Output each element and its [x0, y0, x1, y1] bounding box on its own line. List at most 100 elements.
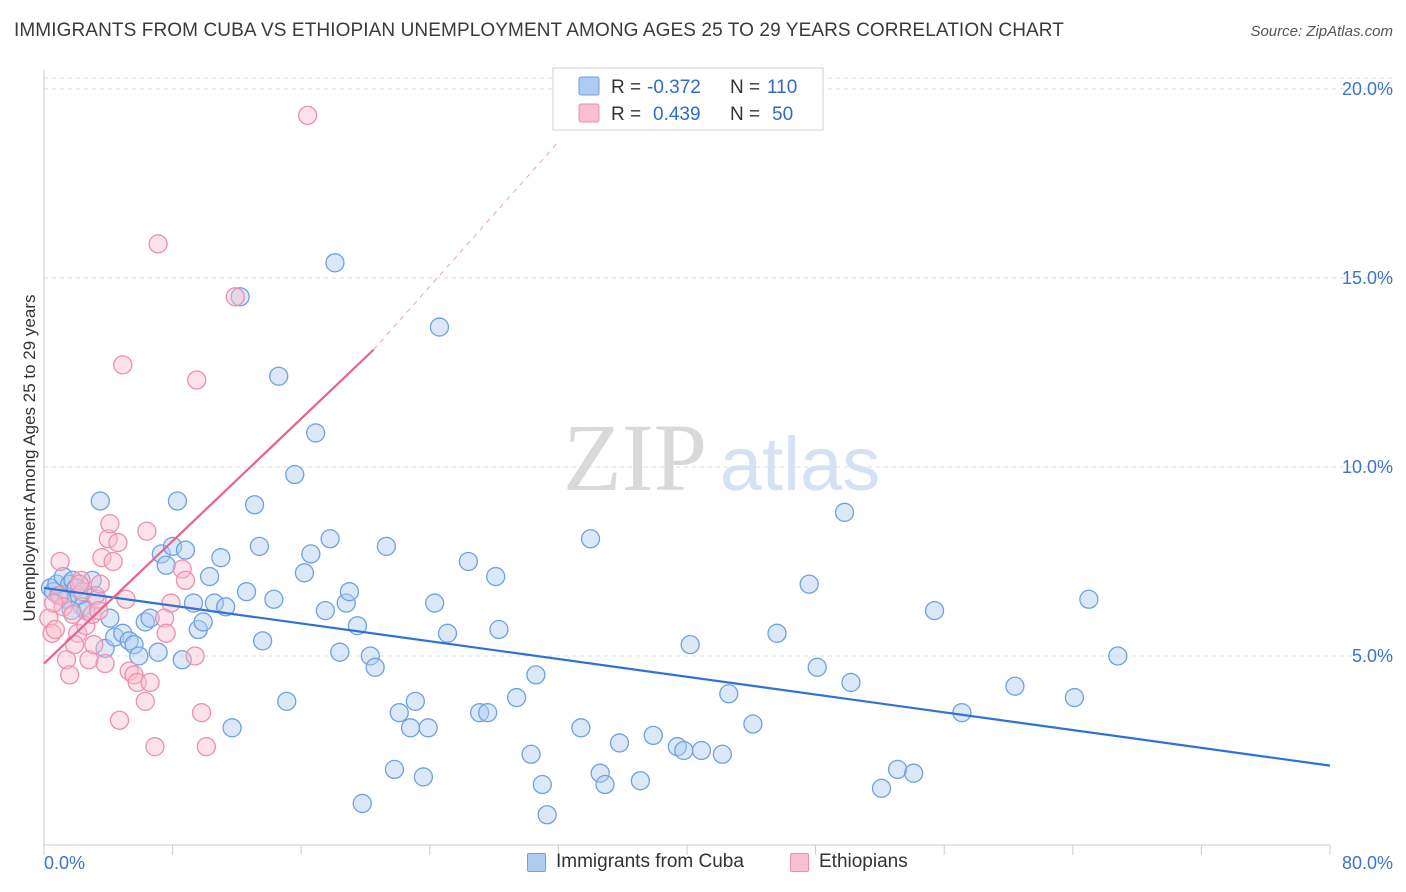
ethiopian-point	[68, 623, 88, 643]
cuba-point	[90, 491, 110, 511]
ethiopian-point	[148, 234, 168, 254]
cuba-point	[376, 536, 397, 556]
cuba-point	[306, 423, 326, 443]
cuba-point	[124, 634, 144, 655]
cuba-point	[719, 684, 739, 704]
cuba-point	[389, 703, 409, 723]
ethiopian-point	[113, 355, 133, 375]
series-legend: Immigrants from Cuba Ethiopians	[0, 851, 1406, 879]
ethiopian-point	[225, 287, 245, 307]
cuba-point	[595, 774, 615, 795]
ethiopian-point	[84, 634, 104, 655]
legend-swatch-cuba	[527, 852, 546, 872]
cuba-point	[590, 763, 610, 783]
data-points	[39, 105, 1128, 825]
ethiopian-point	[56, 650, 77, 670]
ethiopian-point	[108, 532, 128, 553]
cuba-point	[236, 582, 257, 602]
legend-n-label: N =	[730, 104, 760, 125]
cuba-point	[799, 574, 819, 594]
y-tick-label: 5.0%	[1352, 646, 1393, 666]
watermark: ZIP atlas	[563, 404, 880, 511]
cuba-point	[244, 495, 265, 515]
ethiopian-point	[135, 691, 155, 711]
cuba-point	[211, 548, 231, 568]
cuba-point	[712, 744, 733, 764]
cuba-point	[1108, 646, 1128, 666]
cuba-point	[222, 718, 242, 738]
cuba-point	[521, 744, 541, 764]
y-tick-label: 15.0%	[1342, 268, 1393, 288]
cuba-point	[301, 544, 321, 564]
grid	[44, 77, 1395, 657]
ethiopian-point	[63, 604, 83, 625]
cuba-point	[807, 657, 827, 677]
cuba-point	[532, 774, 552, 795]
ethiopian-point	[172, 559, 192, 579]
cuba-point	[680, 634, 700, 655]
cuba-point	[315, 600, 335, 621]
x-tick-label: 80.0%	[1342, 853, 1393, 873]
cuba-point	[506, 687, 527, 708]
ethiopian-point	[187, 370, 207, 390]
cuba-point	[193, 612, 213, 632]
cuba-point	[151, 544, 171, 564]
ethiopian-trend-line	[43, 348, 375, 665]
legend-swatch-ethiopians	[578, 103, 600, 123]
cuba-point	[674, 740, 694, 761]
cuba-point	[526, 665, 546, 685]
cuba-point	[437, 623, 458, 643]
cuba-point	[743, 714, 763, 734]
cuba-point	[269, 366, 289, 386]
tick-labels: 5.0% 10.0% 15.0% 20.0% 0.0% 80.0%	[43, 79, 1393, 873]
cuba-point	[156, 555, 176, 575]
ethiopian-point	[140, 672, 160, 693]
cuba-point	[175, 540, 196, 560]
legend-r-label: R =	[611, 77, 641, 98]
ethiopian-point	[92, 548, 112, 568]
cuba-point	[489, 619, 509, 640]
cuba-point	[330, 642, 350, 662]
ethiopian-point	[191, 703, 212, 723]
legend-label-cuba: Immigrants from Cuba	[556, 851, 744, 872]
legend-item-ethiopians[interactable]: Ethiopians	[790, 851, 908, 873]
cuba-point	[767, 623, 787, 643]
cuba-point	[537, 805, 557, 825]
cuba-point	[609, 733, 630, 753]
ethiopian-point	[53, 597, 73, 617]
cuba-point	[486, 566, 506, 587]
legend-r-value-ethiopians: 0.439	[653, 104, 701, 125]
legend-label-ethiopians: Ethiopians	[819, 851, 908, 872]
cuba-point	[405, 691, 425, 711]
cuba-point	[384, 759, 405, 780]
cuba-point	[148, 642, 168, 662]
cuba-point	[129, 646, 149, 666]
ethiopian-point	[39, 608, 59, 628]
legend-r-label: R =	[611, 104, 641, 125]
cuba-point	[339, 582, 360, 602]
watermark-zip: ZIP	[563, 404, 707, 511]
ethiopian-point	[109, 710, 130, 730]
ethiopian-point	[45, 619, 65, 640]
cuba-point	[887, 759, 908, 780]
cuba-point	[630, 771, 651, 791]
cuba-point	[924, 600, 945, 621]
ethiopian-point	[156, 623, 176, 643]
cuba-point	[691, 740, 712, 761]
ethiopian-point	[137, 521, 157, 541]
cuba-point	[871, 778, 892, 798]
chart-title: IMMIGRANTS FROM CUBA VS ETHIOPIAN UNEMPL…	[14, 20, 1064, 41]
cuba-point	[1064, 687, 1085, 708]
ethiopian-point	[103, 551, 123, 572]
ethiopian-trend-extension	[373, 141, 559, 351]
trend-lines	[43, 141, 1331, 767]
legend-item-cuba[interactable]: Immigrants from Cuba	[527, 851, 744, 873]
source-label: Source: ZipAtlas.com	[1250, 23, 1393, 40]
cuba-point	[643, 725, 663, 746]
ethiopian-point	[145, 737, 165, 757]
cuba-point	[580, 529, 601, 549]
ethiopian-point	[90, 574, 110, 594]
cuba-point	[841, 672, 861, 693]
ethiopian-point	[175, 570, 196, 591]
